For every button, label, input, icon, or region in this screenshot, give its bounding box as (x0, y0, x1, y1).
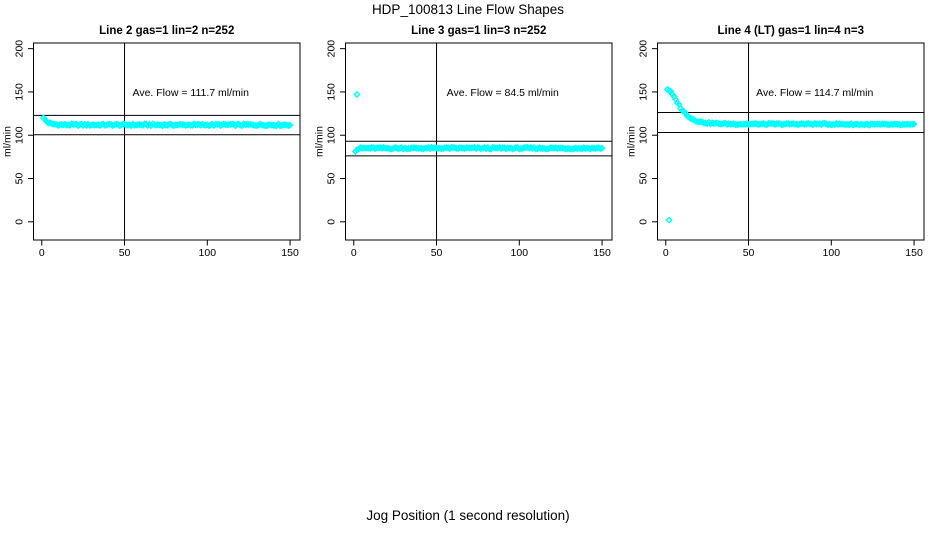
x-tick-label: 50 (119, 247, 131, 259)
ave-flow-annotation: Ave. Flow = 84.5 ml/min (447, 87, 559, 99)
data-point (751, 119, 759, 128)
y-tick-label: 200 (326, 40, 338, 58)
ave-flow-annotation: Ave. Flow = 114.7 ml/min (756, 87, 873, 99)
data-point (286, 121, 294, 129)
panel-1-chart: Line 2 gas=1 lin=2 n=252 0 50 100 150 0 50 100 1… (2, 25, 301, 259)
data-point (442, 143, 451, 152)
data-point (821, 119, 829, 127)
plot-box (345, 42, 613, 241)
data-points (39, 114, 294, 130)
x-tick-label: 100 (199, 247, 217, 259)
y-tick-label: 0 (14, 219, 26, 225)
panel-title: Line 4 (LT) gas=1 lin=4 n=3 (718, 25, 864, 37)
data-points (351, 90, 606, 156)
y-tick-label: 50 (14, 173, 26, 185)
x-tick-label: 100 (511, 247, 529, 259)
y-tick-label: 100 (638, 126, 650, 144)
data-point (353, 90, 361, 99)
x-axis-title: Jog Position (1 second resolution) (366, 508, 570, 523)
x-tick-label: 0 (351, 247, 357, 259)
x-tick-label: 50 (431, 247, 443, 259)
x-tick-label: 0 (39, 247, 45, 259)
x-tick-label: 50 (743, 247, 755, 259)
data-point (713, 119, 721, 127)
panel-title: Line 3 gas=1 lin=3 n=252 (411, 25, 546, 37)
data-point (908, 120, 917, 128)
y-tick-label: 50 (638, 173, 650, 185)
x-tick-label: 150 (905, 247, 923, 259)
y-tick-label: 50 (326, 173, 338, 185)
y-tick-label: 100 (326, 126, 338, 144)
y-tick-label: 200 (14, 40, 26, 58)
data-point (284, 122, 293, 130)
main-title: HDP_100813 Line Flow Shapes (371, 2, 565, 17)
data-point (910, 120, 918, 128)
data-point (391, 143, 399, 152)
y-axis-title: ml/min (314, 126, 326, 157)
x-tick-label: 150 (281, 247, 299, 259)
x-tick-label: 100 (823, 247, 841, 259)
panel-row: Line 2 gas=1 lin=2 n=252 0 50 100 150 0 50 100 1… (2, 25, 925, 259)
data-point (512, 143, 520, 152)
data-point (596, 145, 605, 153)
data-point (112, 120, 120, 128)
x-tick-label: 150 (593, 247, 611, 259)
data-point (51, 120, 59, 128)
data-points (663, 85, 918, 224)
plot-box (657, 42, 925, 241)
data-point (71, 120, 79, 128)
y-tick-label: 150 (638, 83, 650, 101)
y-axis-title: ml/min (626, 126, 638, 157)
data-point (665, 216, 673, 224)
y-tick-label: 150 (14, 83, 26, 101)
data-point (368, 143, 376, 152)
plot-box (33, 42, 301, 241)
data-point (182, 121, 190, 130)
y-tick-label: 0 (638, 219, 650, 225)
y-tick-label: 0 (326, 219, 338, 225)
data-point (687, 114, 695, 122)
y-tick-label: 100 (14, 126, 26, 144)
data-point (228, 120, 236, 128)
panel-2-chart: Line 3 gas=1 lin=3 n=252 0 50 100 150 0 50 100 1… (314, 25, 613, 259)
data-point (474, 143, 482, 152)
y-axis-title: ml/min (2, 126, 14, 157)
y-tick-label: 150 (326, 83, 338, 101)
data-point (598, 144, 606, 152)
data-point (829, 120, 837, 128)
ave-flow-annotation: Ave. Flow = 111.7 ml/min (133, 87, 250, 99)
data-point (140, 120, 148, 128)
panel-title: Line 2 gas=1 lin=2 n=252 (99, 25, 234, 37)
panel-3-chart: Line 4 (LT) gas=1 lin=4 n=3 0 50 100 150 0 50 1… (626, 25, 925, 259)
data-point (106, 120, 114, 128)
x-tick-label: 0 (663, 247, 669, 259)
y-tick-label: 200 (638, 40, 650, 58)
data-point (696, 118, 705, 126)
